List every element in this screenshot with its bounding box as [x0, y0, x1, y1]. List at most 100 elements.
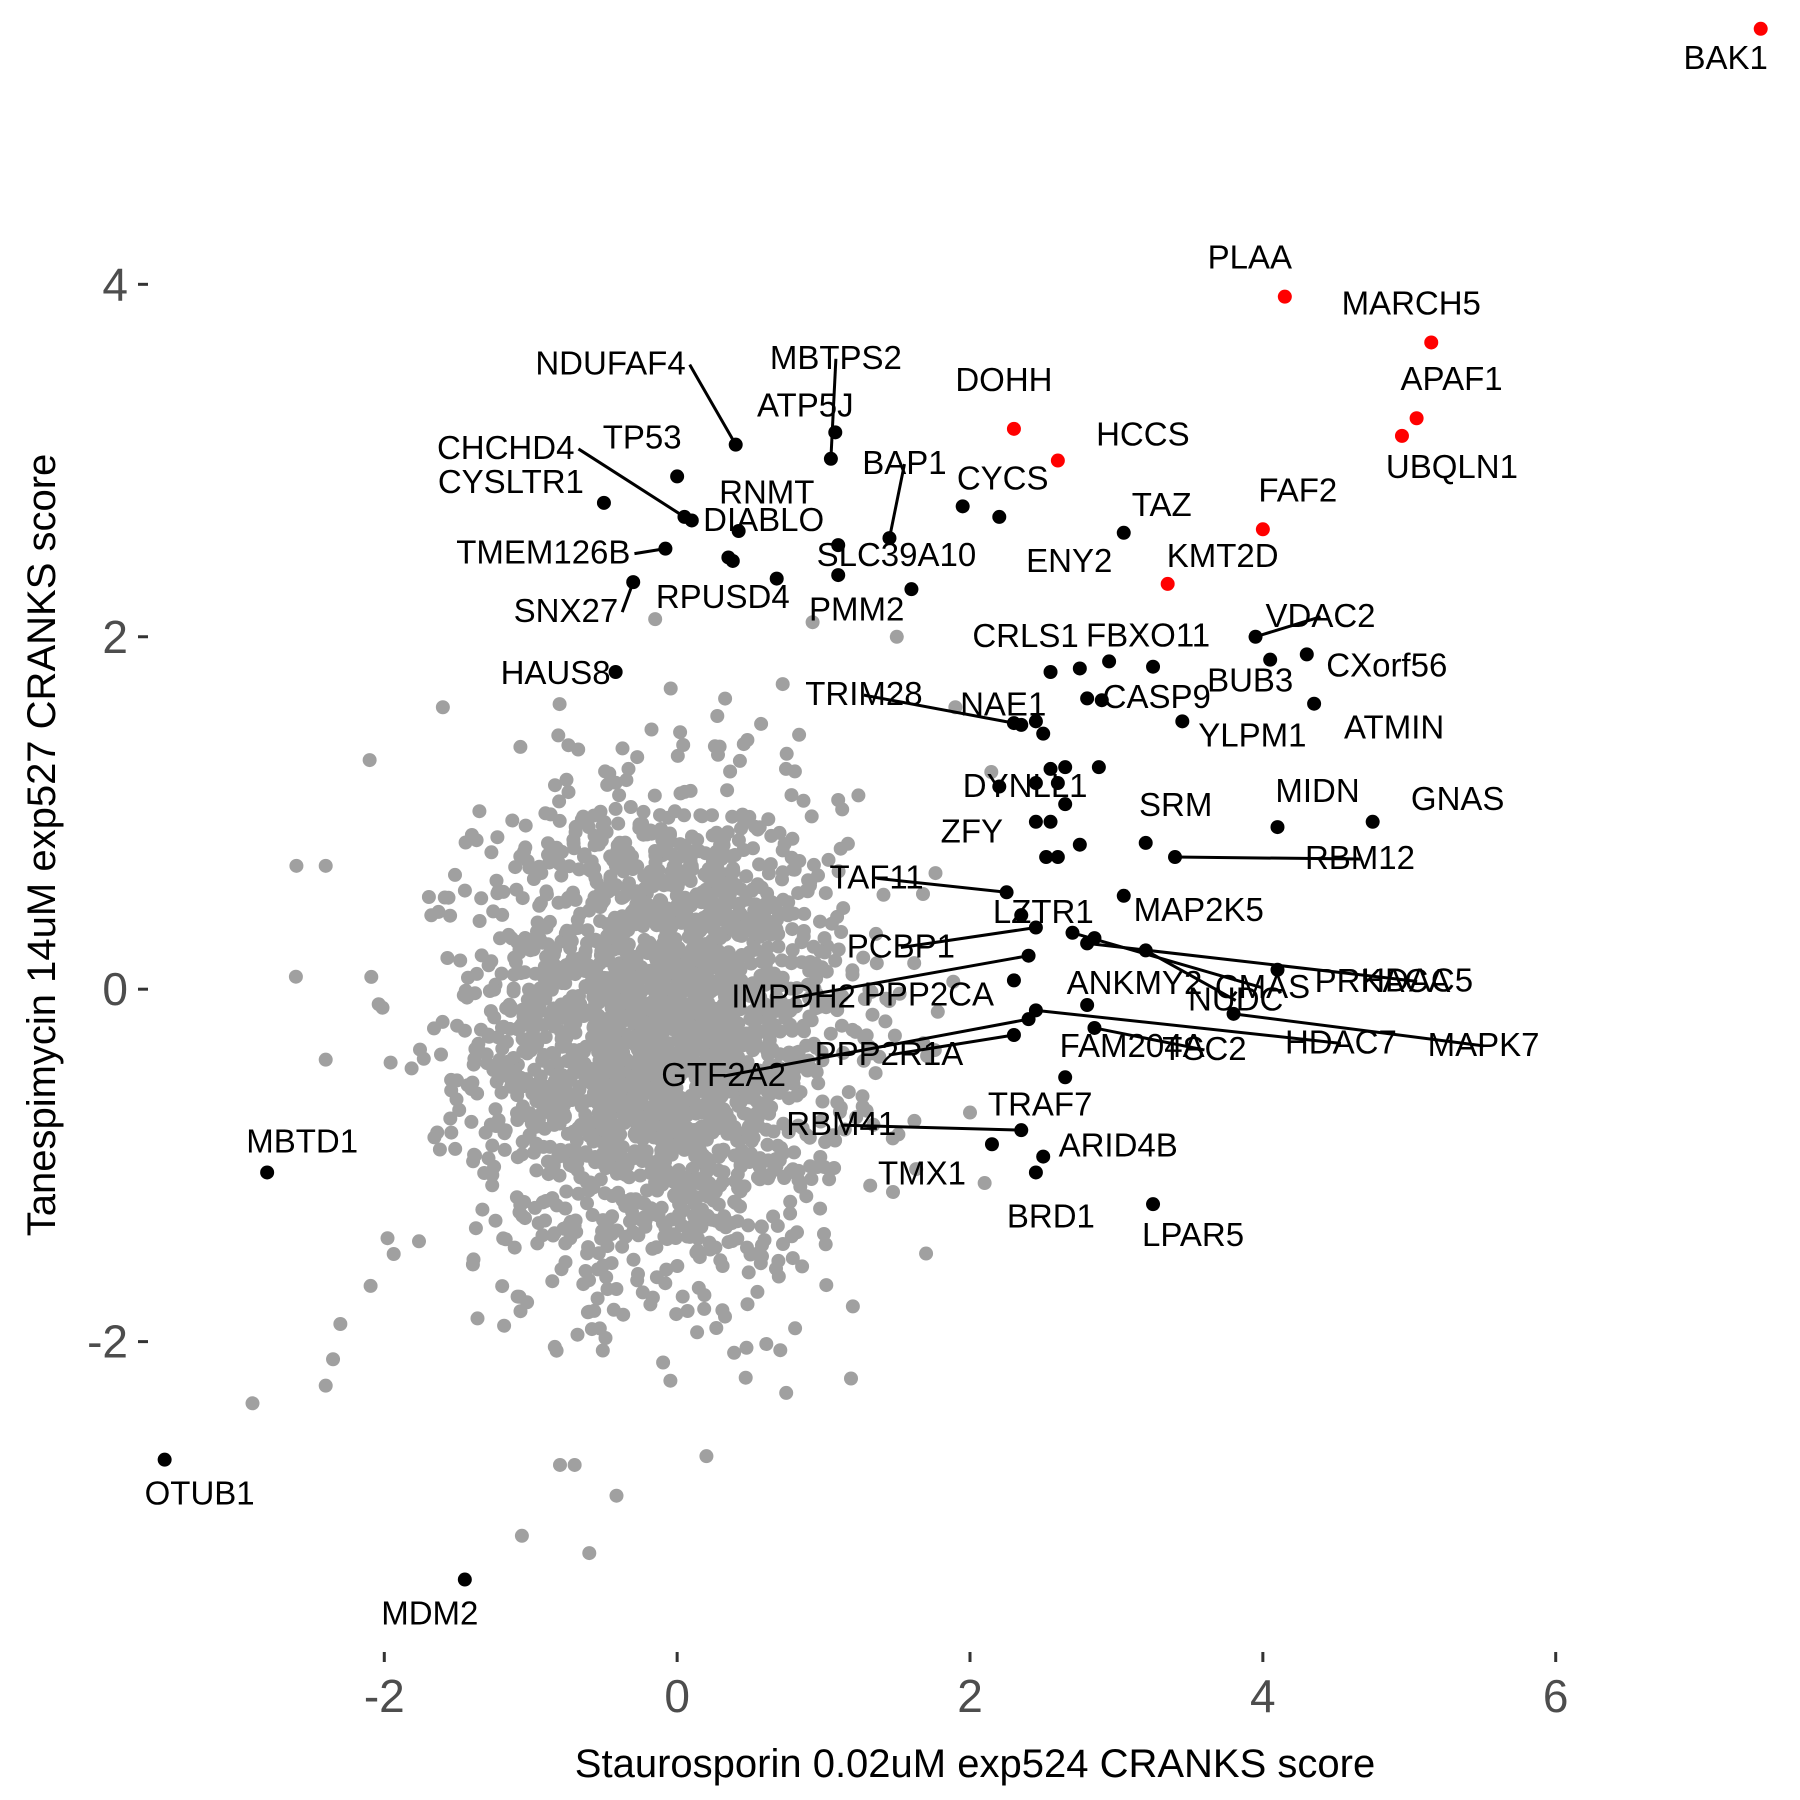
background-point: [804, 809, 819, 824]
background-point: [787, 1145, 802, 1160]
background-point: [728, 1196, 743, 1210]
gene-point: [984, 1137, 999, 1152]
background-point: [747, 926, 762, 941]
background-point: [807, 981, 822, 996]
background-point: [460, 1078, 475, 1093]
background-point: [887, 1028, 902, 1043]
background-point: [859, 1028, 874, 1043]
background-point: [627, 1107, 642, 1121]
x-tick-label: -2: [364, 1670, 405, 1722]
background-point: [703, 1094, 718, 1109]
background-point: [625, 1204, 639, 1219]
gene-label: YLPM1: [1198, 716, 1306, 753]
background-point: [723, 764, 738, 779]
gene-point: [1409, 411, 1424, 426]
gene-point: [1270, 820, 1285, 835]
gene-point: [1036, 1149, 1051, 1164]
background-point: [591, 1032, 606, 1047]
background-point: [863, 1178, 878, 1193]
background-point: [539, 887, 554, 902]
background-point: [668, 1138, 683, 1153]
gene-label: DIABLO: [703, 501, 824, 538]
background-point: [752, 857, 767, 872]
background-point: [561, 785, 576, 800]
gene-label: PCBP1: [847, 928, 955, 965]
background-point: [678, 1106, 693, 1121]
background-point: [739, 1340, 754, 1355]
background-point: [513, 1198, 528, 1212]
background-point: [817, 945, 832, 960]
background-point: [444, 1125, 459, 1140]
y-tick-label: 2: [102, 611, 128, 663]
background-point: [649, 1062, 664, 1076]
gene-point: [1160, 576, 1175, 591]
label-connector: [1094, 1026, 1205, 1052]
background-point: [752, 879, 767, 894]
gene-label: TSC2: [1162, 1030, 1246, 1067]
background-point: [514, 1019, 529, 1034]
background-point: [600, 928, 615, 943]
background-point: [785, 1162, 800, 1177]
background-point: [421, 890, 436, 904]
background-point: [611, 816, 626, 831]
gene-point: [1043, 761, 1058, 776]
background-point: [774, 994, 788, 1009]
gene-label: RBM41: [786, 1105, 896, 1142]
background-point: [796, 793, 811, 808]
background-point: [609, 1282, 624, 1296]
background-point: [553, 1457, 567, 1472]
background-point: [822, 1172, 837, 1187]
background-point: [669, 1307, 684, 1322]
background-point: [813, 1114, 828, 1129]
gene-point: [1277, 289, 1292, 304]
background-point: [824, 916, 839, 931]
gene-label: KMT2D: [1167, 537, 1279, 574]
background-point: [670, 1259, 685, 1273]
gene-point: [1226, 1006, 1241, 1021]
background-point: [844, 1371, 858, 1386]
background-point: [638, 1213, 653, 1228]
background-point: [458, 983, 473, 998]
background-point: [489, 873, 504, 888]
gene-point: [1058, 1070, 1073, 1085]
background-point: [685, 829, 699, 844]
background-point: [757, 976, 772, 991]
background-point: [470, 1086, 485, 1101]
background-point: [471, 1043, 486, 1058]
gene-point: [1116, 525, 1131, 540]
background-point: [686, 987, 701, 1002]
background-point: [733, 906, 748, 921]
background-point: [523, 943, 538, 958]
background-point: [674, 915, 689, 930]
gene-point: [260, 1165, 275, 1180]
background-point: [738, 1370, 753, 1385]
background-point: [453, 953, 468, 968]
background-point: [288, 969, 303, 984]
background-point: [855, 1099, 870, 1114]
background-point: [828, 1133, 843, 1148]
gene-label: DYNLL1: [963, 767, 1088, 804]
background-point: [638, 1048, 652, 1063]
background-point: [666, 861, 681, 876]
background-point: [703, 898, 718, 913]
background-point: [754, 954, 769, 969]
label-connector: [1233, 1012, 1484, 1048]
background-point: [596, 893, 611, 908]
gene-point: [1028, 776, 1043, 791]
background-point: [769, 922, 784, 937]
background-point: [687, 924, 702, 939]
background-point: [752, 1154, 766, 1169]
background-point: [562, 1157, 577, 1172]
background-point: [812, 999, 827, 1014]
y-tick-label: 4: [102, 258, 128, 310]
gene-point: [1058, 797, 1073, 812]
background-point: [804, 1013, 819, 1028]
gene-label: CXorf56: [1326, 646, 1447, 683]
background-point: [689, 1245, 704, 1260]
background-point: [656, 1355, 671, 1370]
background-point: [584, 1322, 599, 1337]
background-point: [804, 1172, 819, 1186]
gene-label: RNMT: [719, 473, 814, 510]
axes: -2 0 2 4 6 -2 0 2 4: [87, 258, 1568, 1722]
background-point: [750, 1284, 765, 1299]
